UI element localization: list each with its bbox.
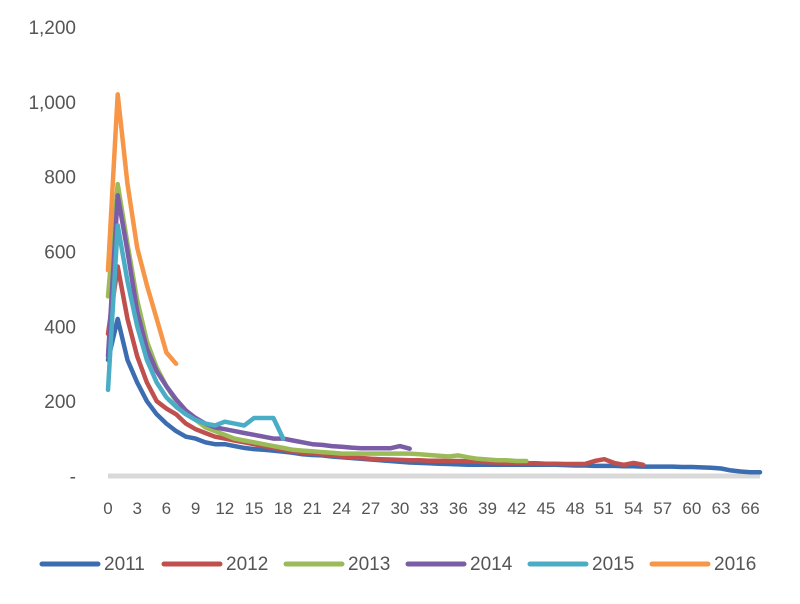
legend-label-2012: 2012 — [226, 554, 268, 575]
x-tick-label: 6 — [162, 499, 171, 518]
x-tick-label: 27 — [361, 499, 380, 518]
x-axis: 0 3 6 9 12 15 18 21 24 27 30 33 36 39 42 45 48 51 54 57 60 63… — [103, 499, 759, 518]
x-tick-label: 0 — [103, 499, 112, 518]
y-tick-label: 400 — [44, 317, 76, 338]
series-line-2016 — [105, 92, 179, 367]
y-axis: - 200 400 600 800 1,000 1,200 — [28, 18, 76, 488]
x-tick-label: 42 — [507, 499, 526, 518]
x-tick-label: 48 — [566, 499, 585, 518]
x-tick-label: 63 — [712, 499, 731, 518]
x-tick-label: 15 — [245, 499, 264, 518]
x-tick-label: 51 — [595, 499, 614, 518]
y-tick-label: 800 — [44, 168, 76, 189]
x-tick-label: 30 — [390, 499, 409, 518]
x-tick-label: 21 — [303, 499, 322, 518]
series-line-2011 — [105, 316, 763, 475]
x-tick-label: 54 — [624, 499, 643, 518]
x-tick-label: 60 — [682, 499, 701, 518]
series-line-2012 — [105, 264, 646, 468]
x-tick-label: 45 — [536, 499, 555, 518]
x-tick-label: 12 — [215, 499, 234, 518]
x-tick-label: 3 — [132, 499, 141, 518]
series-line-2015 — [105, 223, 286, 441]
legend-label-2011: 2011 — [104, 554, 145, 575]
series-line-2013 — [105, 181, 529, 464]
x-tick-label: 36 — [449, 499, 468, 518]
legend-label-2015: 2015 — [592, 554, 634, 575]
x-tick-label: 33 — [420, 499, 439, 518]
y-tick-label: - — [70, 467, 76, 488]
x-tick-label: 24 — [332, 499, 351, 518]
x-tick-label: 66 — [741, 499, 760, 518]
y-tick-label: 200 — [44, 392, 76, 413]
y-tick-label: 1,000 — [28, 93, 76, 114]
legend-label-2014: 2014 — [470, 554, 513, 575]
legend-label-2016: 2016 — [714, 554, 756, 575]
series-lines — [105, 92, 763, 475]
x-tick-label: 9 — [191, 499, 200, 518]
y-tick-label: 1,200 — [28, 18, 76, 39]
x-tick-label: 18 — [274, 499, 293, 518]
legend-label-2013: 2013 — [348, 554, 390, 575]
y-tick-label: 600 — [44, 243, 76, 264]
x-tick-label: 39 — [478, 499, 497, 518]
legend: 2011 2012 2013 2014 2015 2016 — [39, 554, 756, 575]
x-tick-label: 57 — [653, 499, 672, 518]
series-line-2014 — [105, 193, 412, 451]
